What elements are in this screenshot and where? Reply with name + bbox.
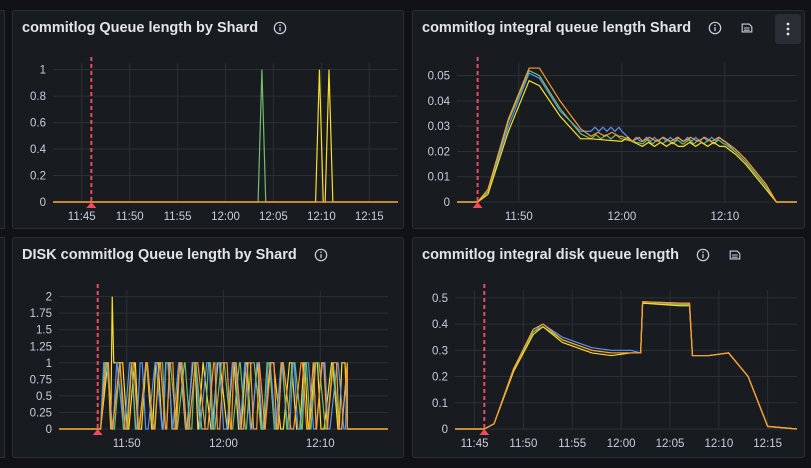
- x-tick-label: 12:10: [710, 211, 739, 223]
- x-tick-label: 11:55: [558, 438, 586, 450]
- x-tick-label: 12:15: [355, 211, 384, 223]
- x-tick-label: 12:05: [656, 438, 685, 450]
- panel-title: DISK commitlog Queue length by Shard: [22, 247, 297, 263]
- x-tick-label: 11:50: [116, 211, 144, 223]
- x-tick-label: 11:55: [164, 211, 192, 223]
- y-tick-label: 0.4: [432, 319, 449, 331]
- panel-disk-commitlog-queue-length: DISK commitlog Queue length by Shard 0 0.…: [12, 237, 404, 458]
- y-tick-label: 0.3: [432, 345, 448, 357]
- panel-title: commitlog Queue length by Shard: [22, 20, 259, 36]
- panel-title: commitlog integral disk queue length: [422, 247, 679, 263]
- y-tick-label: 0.75: [30, 374, 52, 386]
- x-tick-label: 12:10: [704, 438, 733, 450]
- series-line: [455, 301, 798, 430]
- series-line: [457, 72, 797, 203]
- panel-commitlog-queue-length: commitlog Queue length by Shard 0 0.2 0.4 0…: [12, 10, 404, 229]
- y-tick-label: 0: [46, 424, 52, 436]
- chart-plot[interactable]: 0 0.1 0.2 0.3 0.4 0.5 11:45 11:50 11:55 12:00 12:0…: [413, 238, 805, 458]
- info-icon[interactable]: [707, 20, 723, 36]
- notes-icon[interactable]: [727, 247, 743, 263]
- y-tick-label: 0: [40, 197, 46, 209]
- y-tick-label: 0.02: [428, 146, 450, 158]
- x-tick-label: 12:15: [753, 438, 782, 450]
- y-tick-label: 0.5: [36, 391, 52, 403]
- annotation-marker-icon[interactable]: [86, 202, 97, 208]
- x-tick-label: 12:10: [307, 211, 336, 223]
- panel-header[interactable]: commitlog integral disk queue length: [413, 238, 804, 272]
- panel-title: commitlog integral queue length Shard: [422, 20, 692, 36]
- y-tick-label: 0.1: [432, 398, 448, 410]
- panel-menu-button[interactable]: [775, 14, 801, 44]
- series-line: [457, 69, 797, 203]
- annotation-marker-icon[interactable]: [92, 429, 103, 435]
- y-tick-label: 1.5: [36, 325, 52, 337]
- x-tick-label: 12:00: [211, 211, 240, 223]
- adjacent-panel-edge: [0, 237, 5, 458]
- info-icon[interactable]: [695, 247, 711, 263]
- y-tick-label: 0.2: [30, 171, 46, 183]
- y-tick-label: 0.5: [432, 293, 448, 305]
- series-line: [455, 302, 798, 430]
- series-line: [457, 79, 797, 203]
- x-tick-label: 12:00: [607, 211, 636, 223]
- panel-header[interactable]: DISK commitlog Queue length by Shard: [13, 238, 403, 272]
- x-tick-label: 11:45: [68, 211, 96, 223]
- panel-header[interactable]: commitlog Queue length by Shard: [13, 11, 403, 45]
- y-tick-label: 0: [444, 197, 450, 209]
- y-tick-label: 0.2: [432, 372, 448, 384]
- y-tick-label: 2: [46, 292, 52, 304]
- x-tick-label: 11:45: [461, 438, 489, 450]
- y-tick-label: 0.05: [428, 71, 450, 83]
- annotation-marker-icon[interactable]: [479, 429, 490, 435]
- y-tick-label: 0.6: [30, 118, 46, 130]
- chart-plot[interactable]: 0 0.01 0.02 0.03 0.04 0.05 11:50 12:00 12:10: [413, 11, 805, 229]
- y-tick-label: 0.04: [428, 96, 451, 108]
- x-tick-label: 12:10: [306, 438, 335, 450]
- series-line: [457, 67, 797, 203]
- y-tick-label: 0.03: [428, 121, 450, 133]
- x-tick-label: 12:00: [209, 438, 238, 450]
- x-tick-label: 11:50: [505, 211, 533, 223]
- series-line: [455, 302, 798, 430]
- series-line: [59, 362, 388, 430]
- series-line: [455, 301, 798, 430]
- adjacent-panel-edge: [0, 10, 5, 229]
- chart-plot[interactable]: 0 0.25 0.5 0.75 1 1.25 1.5 1.75 2 11:50 12:00 12:10: [13, 238, 404, 458]
- y-tick-label: 1.25: [30, 341, 52, 353]
- y-tick-label: 1.75: [30, 308, 52, 320]
- y-tick-label: 0.8: [30, 91, 46, 103]
- notes-icon[interactable]: [739, 20, 755, 36]
- y-tick-label: 1: [46, 358, 52, 370]
- x-tick-label: 12:05: [259, 211, 288, 223]
- chart-plot[interactable]: 0 0.2 0.4 0.6 0.8 1 11:45 11:50 11:55 12:00 12:05 1…: [13, 11, 404, 229]
- kebab-menu-icon: [786, 22, 790, 36]
- y-tick-label: 0: [442, 424, 448, 436]
- info-icon[interactable]: [272, 20, 288, 36]
- y-tick-label: 0.25: [30, 407, 52, 419]
- x-tick-label: 11:50: [509, 438, 537, 450]
- y-tick-label: 0.01: [428, 172, 450, 184]
- panel-commitlog-integral-disk-queue-length: commitlog integral disk queue length 0 0.…: [412, 237, 805, 458]
- series-line: [59, 362, 388, 430]
- x-tick-label: 12:00: [607, 438, 636, 450]
- y-tick-label: 1: [40, 65, 46, 77]
- y-tick-label: 0.4: [30, 144, 47, 156]
- info-icon[interactable]: [313, 247, 329, 263]
- panel-header[interactable]: commitlog integral queue length Shard: [413, 11, 804, 45]
- annotation-marker-icon[interactable]: [472, 202, 483, 208]
- x-tick-label: 11:50: [113, 438, 141, 450]
